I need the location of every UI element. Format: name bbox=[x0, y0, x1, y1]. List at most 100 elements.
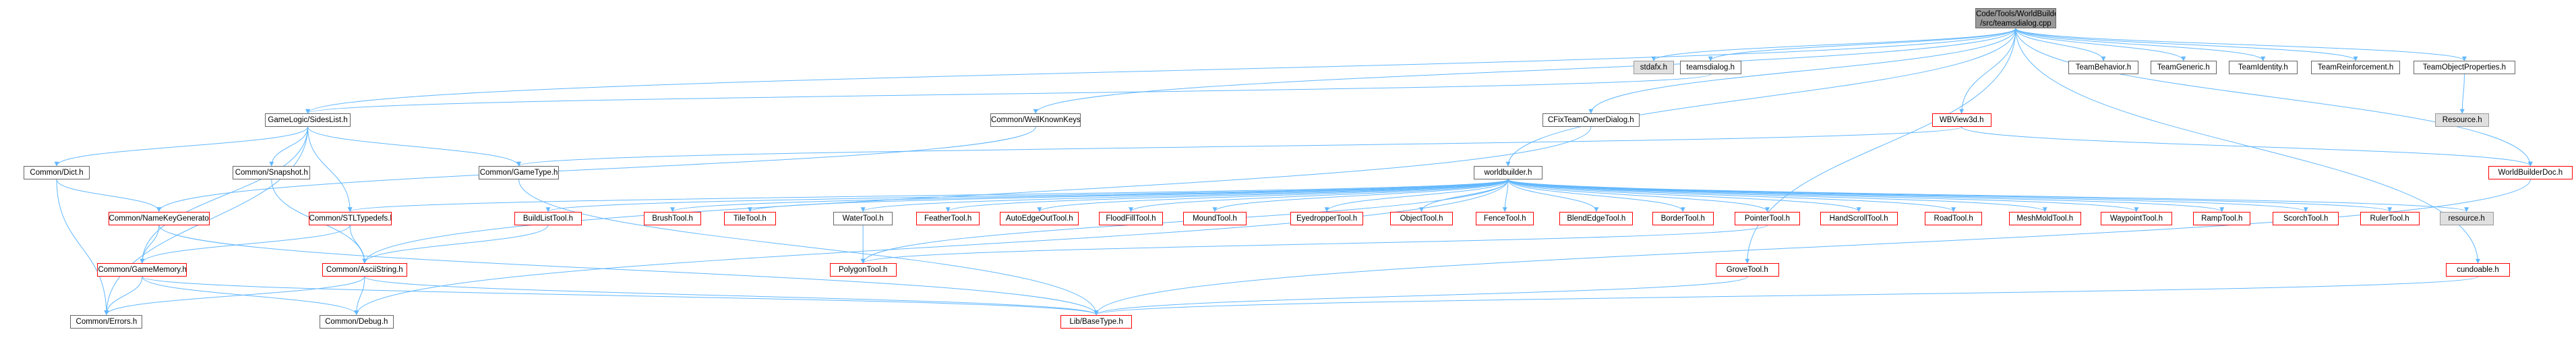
dependency-edge bbox=[1507, 179, 1770, 213]
node-resource-mid[interactable]: resource.h bbox=[2439, 211, 2494, 225]
node-blendedgetool[interactable]: BlendEdgeTool.h bbox=[1559, 211, 1634, 225]
dependency-edge bbox=[1507, 179, 2469, 213]
node-rulertool[interactable]: RulerTool.h bbox=[2360, 211, 2420, 225]
node-resource-top[interactable]: Resource.h bbox=[2435, 113, 2490, 127]
dependency-edge bbox=[2015, 28, 2533, 167]
dependency-edge bbox=[1507, 179, 2308, 213]
node-roadtool[interactable]: RoadTool.h bbox=[1925, 211, 1982, 225]
root-title-line2: /src/teamsdialog.cpp bbox=[1980, 20, 2051, 28]
dependency-edge bbox=[1324, 179, 1509, 213]
node-asciistring[interactable]: Common/AsciiString.h bbox=[322, 263, 407, 277]
dependency-edge bbox=[1507, 179, 1861, 213]
dependency-edge bbox=[1094, 276, 2478, 316]
node-scorchtool[interactable]: ScorchTool.h bbox=[2273, 211, 2339, 225]
dependency-edge bbox=[56, 179, 162, 213]
dependency-edge bbox=[1129, 179, 1509, 213]
node-worldbuilder[interactable]: worldbuilder.h bbox=[1473, 166, 1543, 179]
node-stdafx[interactable]: stdafx.h bbox=[1633, 61, 1675, 74]
node-feathertool[interactable]: FeatherTool.h bbox=[916, 211, 980, 225]
node-worldbuilderdoc[interactable]: WorldBuilderDoc.h bbox=[2488, 166, 2573, 179]
node-floodfilltool[interactable]: FloodFillTool.h bbox=[1099, 211, 1163, 225]
node-wbview3d[interactable]: WBView3d.h bbox=[1931, 113, 1991, 127]
node-moundtool[interactable]: MoundTool.h bbox=[1182, 211, 1247, 225]
dependency-edge bbox=[354, 276, 365, 316]
node-grovetool[interactable]: GroveTool.h bbox=[1715, 263, 1779, 277]
node-brushtool[interactable]: BrushTool.h bbox=[644, 211, 701, 225]
node-waypointtool[interactable]: WaypointTool.h bbox=[2101, 211, 2172, 225]
dependency-edge bbox=[2015, 28, 2186, 61]
dependency-edge bbox=[1959, 28, 2016, 114]
node-buildlisttool[interactable]: BuildListTool.h bbox=[514, 211, 582, 225]
node-wellknownkeys[interactable]: Common/WellKnownKeys.h bbox=[990, 113, 1081, 127]
node-errors[interactable]: Common/Errors.h bbox=[70, 314, 143, 329]
dependency-edge bbox=[1505, 28, 2016, 167]
dependency-edge bbox=[1961, 126, 2533, 167]
node-ramptool[interactable]: RampTool.h bbox=[2193, 211, 2251, 225]
dependency-edge bbox=[104, 276, 365, 316]
dependency-edge bbox=[1507, 179, 2225, 213]
node-teambehavior[interactable]: TeamBehavior.h bbox=[2068, 61, 2138, 74]
node-teamsdialog[interactable]: teamsdialog.h bbox=[1679, 61, 1741, 74]
dependency-edge bbox=[140, 126, 309, 264]
node-basetype[interactable]: Lib/BaseType.h bbox=[1060, 314, 1132, 329]
node-handscrolltool[interactable]: HandScrollTool.h bbox=[1820, 211, 1898, 225]
node-gametype[interactable]: Common/GameType.h bbox=[479, 166, 559, 179]
node-stltypedefs[interactable]: Common/STLTypedefs.h bbox=[308, 211, 392, 225]
dependency-edge bbox=[1745, 28, 2016, 264]
dependency-edge bbox=[945, 179, 1509, 213]
dependency-edge bbox=[1651, 28, 2016, 61]
dependency-edge bbox=[2459, 74, 2465, 114]
dependency-edge bbox=[2015, 28, 2106, 61]
dependency-edge bbox=[1708, 28, 2016, 61]
dependency-edge bbox=[307, 126, 522, 167]
dependency-edge bbox=[305, 28, 2016, 114]
dependency-edge bbox=[545, 179, 1509, 213]
dependency-edge bbox=[354, 179, 1509, 316]
dependency-edge bbox=[1094, 276, 1748, 316]
dependency-edge bbox=[54, 126, 309, 167]
node-teamownerdialog[interactable]: CFixTeamOwnerDialog.h bbox=[1542, 113, 1640, 127]
node-teamobjectproperties[interactable]: TeamObjectProperties.h bbox=[2414, 61, 2515, 74]
dependency-edge bbox=[158, 225, 1099, 316]
node-sideslist[interactable]: GameLogic/SidesList.h bbox=[265, 113, 351, 127]
dependency-edge bbox=[142, 276, 359, 316]
node-namekeygenerator[interactable]: Common/NameKeyGenerator.h bbox=[108, 211, 210, 225]
node-teamgeneric[interactable]: TeamGeneric.h bbox=[2151, 61, 2217, 74]
dependency-edge bbox=[140, 225, 351, 264]
dependency-edge bbox=[348, 179, 1509, 213]
node-autoedgeouttool[interactable]: AutoEdgeOutTool.h bbox=[1000, 211, 1079, 225]
dependency-edge bbox=[362, 225, 549, 264]
node-bordertool[interactable]: BorderTool.h bbox=[1652, 211, 1714, 225]
dependency-edge bbox=[56, 179, 109, 316]
dependency-edge bbox=[1588, 28, 2016, 114]
root-title-line1: Code/Tools/WorldBuilder bbox=[1975, 10, 2056, 18]
node-fencetool[interactable]: FenceTool.h bbox=[1476, 211, 1534, 225]
node-polygontool[interactable]: PolygonTool.h bbox=[829, 263, 897, 277]
dependency-edge bbox=[1212, 179, 1509, 213]
node-cundoable[interactable]: cundoable.h bbox=[2446, 263, 2510, 277]
root-node-teamsdialog-cpp[interactable]: Code/Tools/WorldBuilder /src/teamsdialog… bbox=[1975, 8, 2056, 28]
dependency-edge bbox=[1507, 179, 1685, 213]
node-watertool[interactable]: WaterTool.h bbox=[833, 211, 893, 225]
dependency-edge bbox=[364, 276, 1099, 316]
node-pointertool[interactable]: PointerTool.h bbox=[1734, 211, 1801, 225]
dependency-edge bbox=[1037, 179, 1509, 213]
node-teamreinforcement[interactable]: TeamReinforcement.h bbox=[2310, 61, 2401, 74]
node-tiletool[interactable]: TileTool.h bbox=[724, 211, 776, 225]
node-objecttool[interactable]: ObjectTool.h bbox=[1390, 211, 1453, 225]
node-debug[interactable]: Common/Debug.h bbox=[319, 314, 394, 329]
dependency-edge bbox=[1094, 179, 2531, 316]
dependency-edge bbox=[1033, 28, 2016, 114]
dependency-edge bbox=[2015, 28, 2266, 61]
dependency-edge bbox=[516, 126, 1963, 167]
node-eyedroppertool[interactable]: EyedropperTool.h bbox=[1290, 211, 1364, 225]
dependency-edge bbox=[748, 179, 1509, 213]
node-teamidentity[interactable]: TeamIdentity.h bbox=[2228, 61, 2298, 74]
dependency-edge bbox=[860, 225, 1768, 264]
node-snapshot[interactable]: Common/Snapshot.h bbox=[233, 166, 311, 179]
node-gamememory[interactable]: Common/GameMemory.h bbox=[97, 263, 187, 277]
node-meshmoldtool[interactable]: MeshMoldTool.h bbox=[2008, 211, 2081, 225]
dependency-edge bbox=[269, 126, 309, 167]
node-dict[interactable]: Common/Dict.h bbox=[24, 166, 90, 179]
